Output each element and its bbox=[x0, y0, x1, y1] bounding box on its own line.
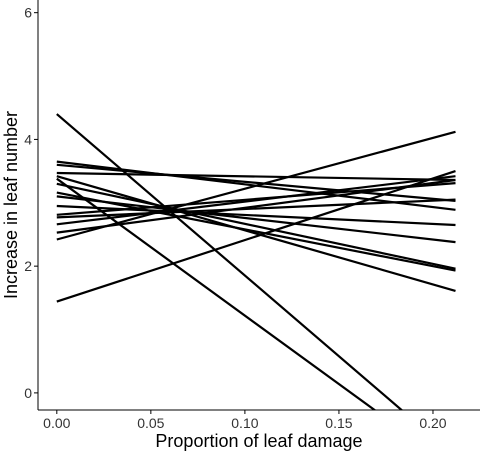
x-tick-label: 0.15 bbox=[325, 415, 352, 431]
series-line-15 bbox=[56, 175, 456, 226]
x-tick-label: 0.00 bbox=[43, 415, 70, 431]
y-tick-label: 0 bbox=[24, 385, 32, 401]
series-line-14 bbox=[56, 198, 456, 219]
series-line-3 bbox=[56, 170, 456, 303]
y-axis-title: Increase in leaf number bbox=[1, 111, 21, 299]
series-line-10 bbox=[56, 191, 456, 272]
x-tick-label: 0.10 bbox=[231, 415, 258, 431]
y-tick-label: 4 bbox=[24, 131, 32, 147]
y-tick-label: 6 bbox=[24, 5, 32, 21]
x-axis-title: Proportion of leaf damage bbox=[155, 431, 362, 451]
y-axis-ticks: 0 2 4 6 bbox=[24, 5, 38, 401]
x-tick-label: 0.20 bbox=[419, 415, 446, 431]
series-line-7 bbox=[56, 171, 456, 182]
series-line-2 bbox=[56, 177, 377, 410]
y-tick-label: 2 bbox=[24, 258, 32, 274]
series-line-8 bbox=[56, 175, 456, 292]
series-line-11 bbox=[56, 195, 456, 244]
series-group bbox=[56, 113, 456, 410]
x-tick-label: 0.05 bbox=[137, 415, 164, 431]
x-axis-ticks: 0.00 0.05 0.10 0.15 0.20 bbox=[43, 410, 447, 431]
series-line-1 bbox=[56, 113, 404, 410]
series-line-9 bbox=[56, 182, 456, 270]
series-line-6 bbox=[56, 163, 456, 202]
series-line-16 bbox=[56, 178, 456, 234]
